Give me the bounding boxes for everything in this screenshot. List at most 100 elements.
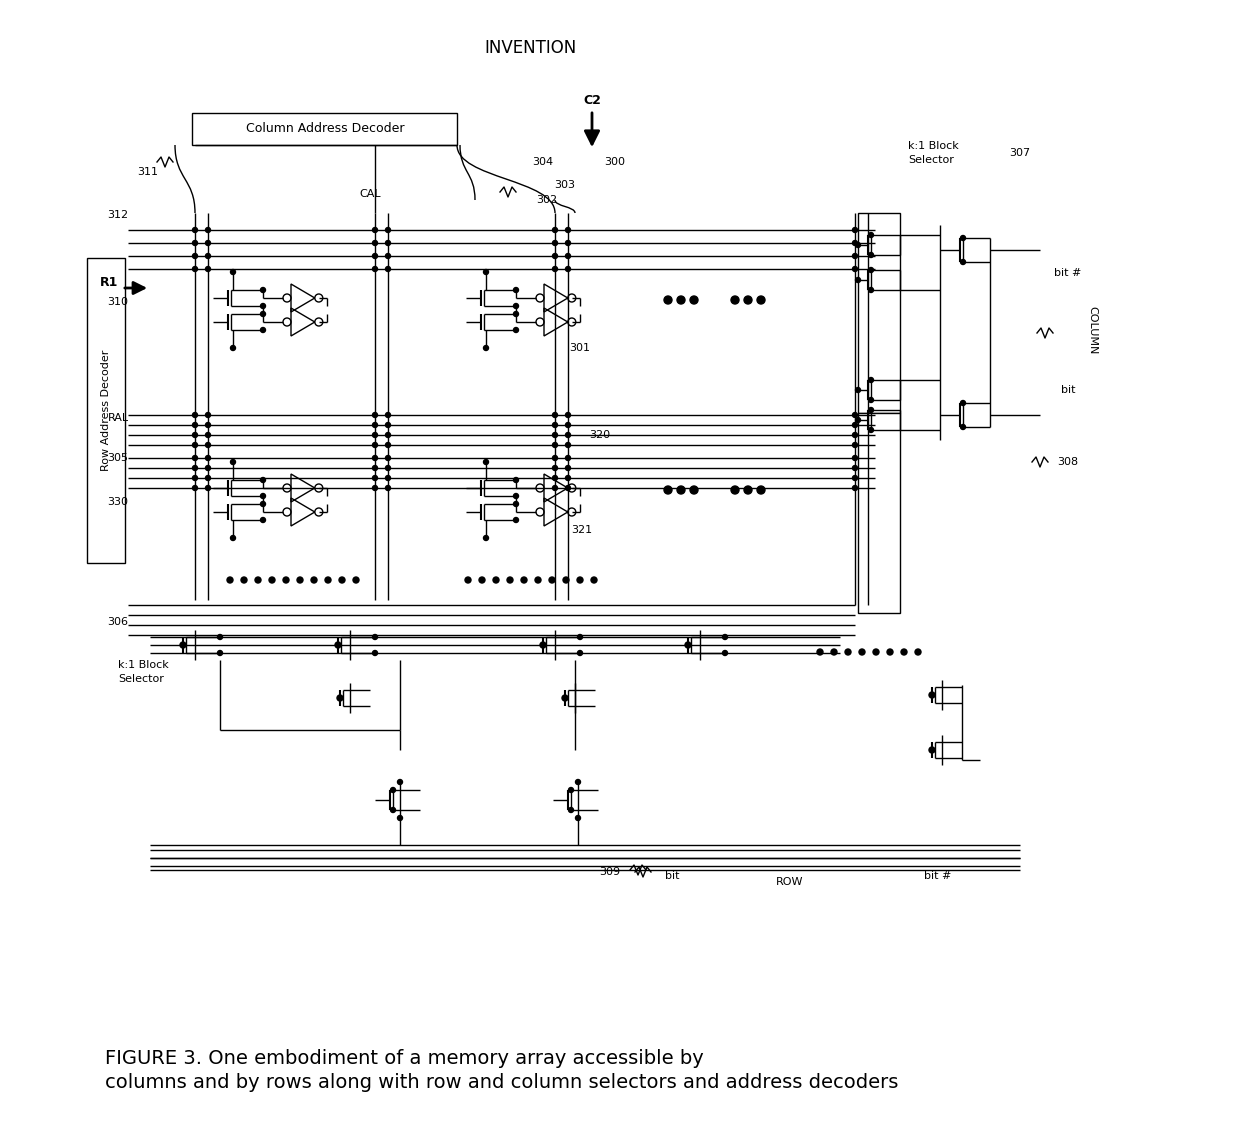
- Circle shape: [513, 494, 518, 498]
- Circle shape: [513, 517, 518, 523]
- Circle shape: [873, 649, 878, 655]
- Text: bit #: bit #: [924, 871, 952, 881]
- Circle shape: [731, 486, 738, 494]
- Text: 330: 330: [108, 497, 129, 507]
- Circle shape: [513, 501, 518, 506]
- Text: 311: 311: [138, 168, 159, 177]
- Text: 304: 304: [533, 157, 554, 168]
- Circle shape: [960, 401, 965, 405]
- Circle shape: [852, 254, 857, 258]
- Text: R1: R1: [99, 275, 118, 289]
- Circle shape: [540, 642, 546, 648]
- Circle shape: [230, 345, 235, 351]
- Circle shape: [390, 807, 395, 813]
- Circle shape: [664, 486, 672, 494]
- Circle shape: [513, 478, 518, 482]
- Circle shape: [192, 432, 197, 437]
- Circle shape: [513, 311, 518, 317]
- Circle shape: [929, 692, 935, 698]
- Circle shape: [869, 288, 873, 292]
- Circle shape: [565, 475, 570, 480]
- Circle shape: [553, 266, 558, 272]
- Circle shape: [852, 422, 857, 428]
- Circle shape: [869, 428, 873, 432]
- Circle shape: [676, 486, 685, 494]
- Circle shape: [385, 254, 390, 258]
- Circle shape: [565, 254, 570, 258]
- Circle shape: [513, 327, 518, 333]
- Circle shape: [297, 577, 304, 583]
- Circle shape: [869, 252, 873, 257]
- Circle shape: [852, 443, 857, 447]
- Circle shape: [385, 422, 390, 428]
- Text: Selector: Selector: [118, 674, 164, 684]
- Circle shape: [664, 295, 672, 305]
- Bar: [87, 258, 125, 563]
- Circle shape: [230, 535, 235, 540]
- Circle shape: [339, 577, 344, 583]
- Circle shape: [385, 443, 390, 447]
- Circle shape: [479, 577, 484, 583]
- Circle shape: [255, 577, 261, 583]
- Circle shape: [373, 432, 378, 437]
- Circle shape: [553, 228, 558, 232]
- Circle shape: [385, 432, 390, 437]
- Circle shape: [553, 465, 558, 471]
- Text: bit: bit: [665, 871, 679, 881]
- Circle shape: [914, 649, 921, 655]
- Text: bit #: bit #: [1054, 268, 1082, 278]
- Circle shape: [565, 422, 570, 428]
- Circle shape: [869, 397, 873, 403]
- Text: k:1 Block: k:1 Block: [118, 660, 169, 670]
- Text: INVENTION: INVENTION: [484, 38, 576, 57]
- Circle shape: [901, 649, 907, 655]
- Text: 306: 306: [108, 617, 129, 627]
- Circle shape: [206, 486, 211, 490]
- Circle shape: [845, 649, 851, 655]
- Circle shape: [373, 455, 378, 461]
- Circle shape: [192, 443, 197, 447]
- Circle shape: [852, 455, 857, 461]
- Circle shape: [206, 432, 211, 437]
- Circle shape: [565, 455, 570, 461]
- Text: 321: 321: [571, 525, 592, 535]
- Circle shape: [731, 295, 738, 305]
- Circle shape: [206, 240, 211, 246]
- Bar: [857, 213, 900, 413]
- Circle shape: [260, 517, 265, 523]
- Circle shape: [743, 486, 752, 494]
- Text: k:1 Block: k:1 Block: [908, 142, 959, 151]
- Circle shape: [206, 465, 211, 471]
- Bar: [192, 113, 457, 145]
- Circle shape: [553, 422, 558, 428]
- Text: FIGURE 3. One embodiment of a memory array accessible by: FIGURE 3. One embodiment of a memory arr…: [105, 1048, 704, 1067]
- Circle shape: [192, 475, 197, 480]
- Circle shape: [855, 387, 861, 393]
- Circle shape: [565, 412, 570, 418]
- Circle shape: [577, 651, 582, 655]
- Circle shape: [852, 465, 857, 471]
- Circle shape: [563, 695, 567, 701]
- Circle shape: [483, 460, 488, 464]
- Circle shape: [398, 815, 403, 821]
- Circle shape: [180, 642, 186, 648]
- Circle shape: [569, 788, 574, 792]
- Circle shape: [676, 295, 685, 305]
- Circle shape: [757, 486, 764, 494]
- Circle shape: [192, 240, 197, 246]
- Circle shape: [373, 266, 378, 272]
- Circle shape: [373, 422, 378, 428]
- Circle shape: [507, 577, 513, 583]
- Circle shape: [385, 228, 390, 232]
- Circle shape: [852, 475, 857, 480]
- Circle shape: [855, 418, 861, 422]
- Circle shape: [282, 577, 289, 583]
- Circle shape: [553, 240, 558, 246]
- Circle shape: [192, 228, 197, 232]
- Circle shape: [852, 432, 857, 437]
- Circle shape: [869, 267, 873, 273]
- Circle shape: [855, 277, 861, 283]
- Circle shape: [373, 228, 378, 232]
- Circle shape: [373, 412, 378, 418]
- Circle shape: [230, 460, 235, 464]
